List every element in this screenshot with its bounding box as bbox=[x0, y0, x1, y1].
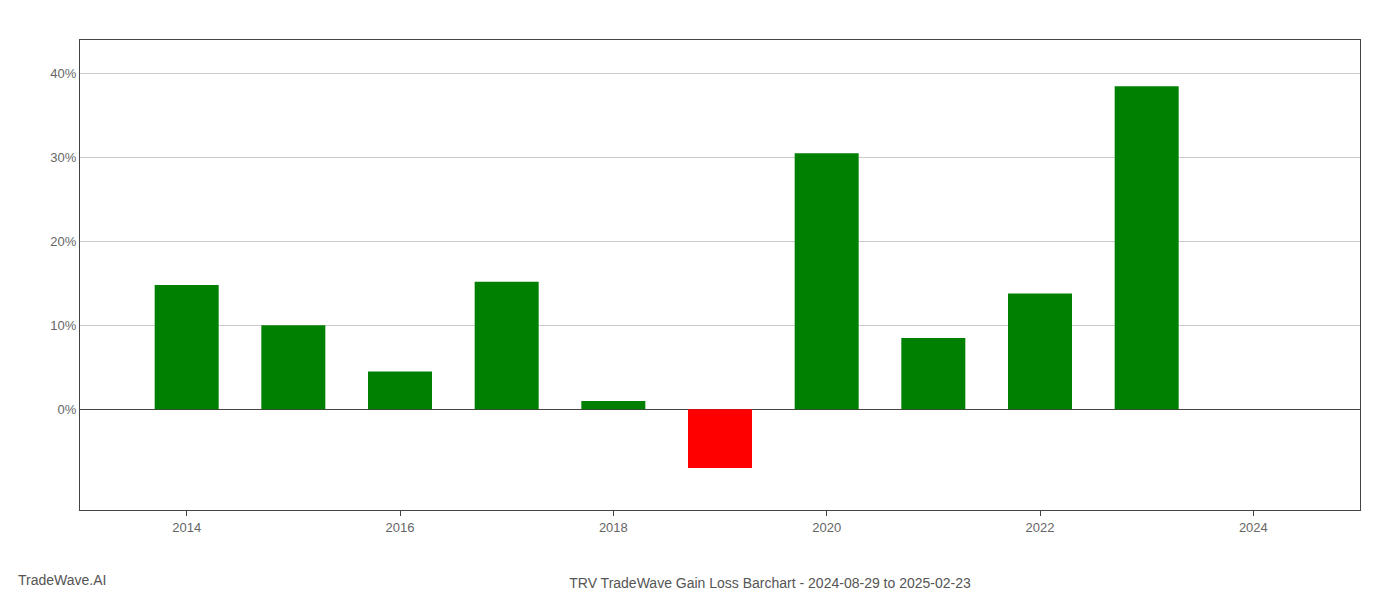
svg-text:2016: 2016 bbox=[386, 520, 415, 535]
svg-text:2018: 2018 bbox=[599, 520, 628, 535]
svg-text:20%: 20% bbox=[50, 234, 76, 249]
svg-text:2014: 2014 bbox=[172, 520, 201, 535]
svg-text:30%: 30% bbox=[50, 150, 76, 165]
svg-text:TRV TradeWave Gain Loss Barcha: TRV TradeWave Gain Loss Barchart - 2024-… bbox=[569, 575, 971, 591]
svg-text:2022: 2022 bbox=[1026, 520, 1055, 535]
svg-text:10%: 10% bbox=[50, 318, 76, 333]
svg-text:TradeWave.AI: TradeWave.AI bbox=[18, 572, 106, 588]
svg-text:2024: 2024 bbox=[1239, 520, 1268, 535]
svg-text:2020: 2020 bbox=[812, 520, 841, 535]
svg-text:40%: 40% bbox=[50, 66, 76, 81]
svg-text:0%: 0% bbox=[58, 402, 77, 417]
